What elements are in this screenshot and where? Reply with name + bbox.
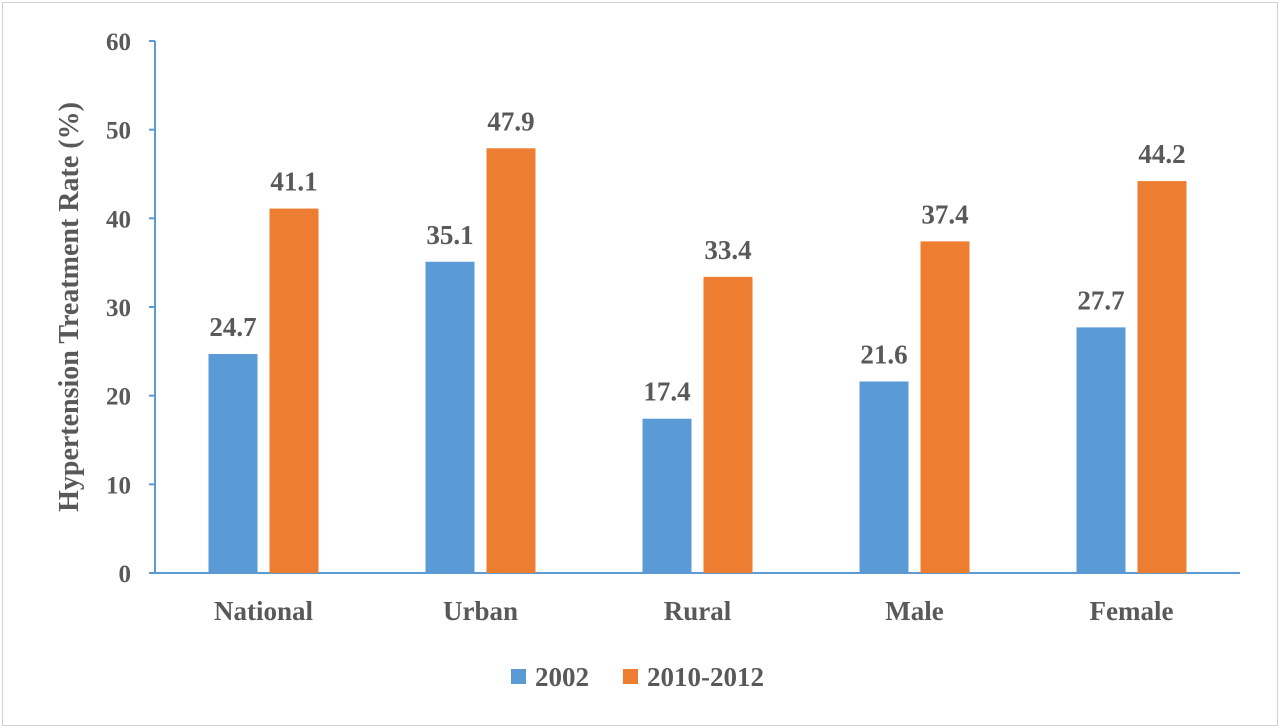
x-category-label: Female: [1090, 596, 1174, 626]
bar-2010-2012-National: [269, 208, 319, 573]
y-tick-label: 40: [106, 206, 131, 233]
data-label: 17.4: [643, 377, 690, 407]
bar-2002-National: [208, 353, 258, 573]
legend: 2002 2010-2012: [511, 662, 764, 692]
y-tick-label: 0: [119, 561, 132, 588]
y-tick-label: 60: [106, 29, 131, 56]
legend-label: 2002: [535, 662, 589, 692]
data-label: 41.1: [270, 167, 317, 197]
data-labels: 24.7 41.1 35.1 47.9 17.4 33.4 21.6 37.4 27.7 44.2: [209, 106, 1185, 406]
legend-label: 2010-2012: [647, 662, 764, 692]
x-category-label: Male: [885, 596, 943, 626]
data-label: 44.2: [1138, 139, 1185, 169]
bar-2002-Urban: [425, 261, 475, 573]
bar-2002-Female: [1076, 327, 1126, 573]
bar-2010-2012-Rural: [703, 276, 753, 573]
y-tick-label: 20: [106, 384, 131, 411]
legend-swatch: [511, 669, 526, 684]
data-label: 21.6: [860, 339, 907, 369]
y-tick-label: 30: [106, 295, 131, 322]
bar-2002-Male: [859, 381, 909, 573]
data-label: 37.4: [921, 199, 968, 229]
y-tick-label: 10: [106, 472, 131, 499]
x-category-label: Rural: [664, 596, 732, 626]
y-tick-label: 50: [106, 118, 131, 145]
data-label: 24.7: [209, 312, 256, 342]
data-label: 27.7: [1077, 285, 1124, 315]
data-label: 33.4: [704, 235, 751, 265]
data-label: 47.9: [487, 106, 534, 136]
data-label: 35.1: [426, 220, 473, 250]
x-category-label: National: [214, 596, 314, 626]
y-axis-title: Hypertension Treatment Rate (%): [54, 102, 85, 512]
bar-2002-Rural: [642, 418, 692, 573]
bar-2010-2012-Male: [920, 241, 970, 574]
bars: [208, 148, 1187, 574]
legend-swatch: [623, 669, 638, 684]
x-category-label: Urban: [443, 596, 518, 626]
bar-2010-2012-Female: [1137, 181, 1187, 574]
bar-2010-2012-Urban: [486, 148, 536, 573]
axes: 0 10 20 30 40 50 60 National Urban Rural Male Femal…: [106, 29, 1240, 626]
